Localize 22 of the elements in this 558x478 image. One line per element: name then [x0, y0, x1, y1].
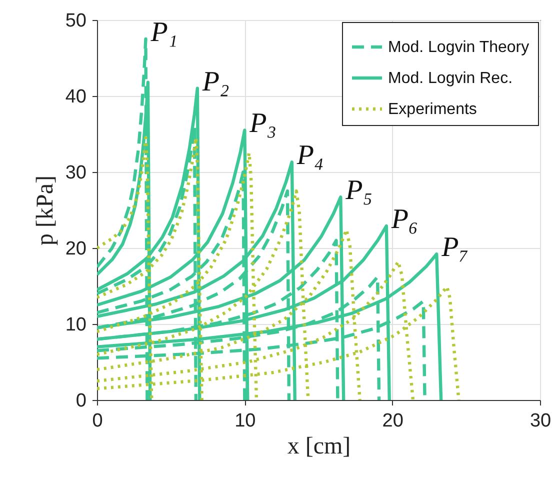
x-tick-label: 20 — [382, 410, 404, 432]
y-tick-label: 0 — [76, 390, 86, 412]
annotation: P₅ — [344, 175, 372, 206]
legend-label: Experiments — [388, 101, 477, 118]
y-axis-title: p [kPa] — [32, 176, 58, 246]
annotation: P₄ — [296, 140, 324, 172]
legend-label: Mod. Logvin Theory — [388, 39, 530, 56]
y-tick-label: 40 — [65, 86, 86, 108]
x-tick-label: 0 — [92, 410, 103, 432]
annotation: P₇ — [440, 232, 468, 264]
x-tick-label: 30 — [530, 410, 552, 432]
x-tick-label: 10 — [234, 410, 256, 432]
y-tick-label: 30 — [65, 162, 86, 184]
y-tick-label: 50 — [65, 10, 86, 32]
x-axis-title: x [cm] — [287, 434, 351, 460]
annotation: P₆ — [390, 204, 418, 235]
annotation: P₁ — [150, 17, 178, 48]
y-tick-label: 10 — [65, 314, 86, 336]
y-tick-label: 20 — [65, 238, 86, 260]
annotation: P₂ — [201, 66, 230, 98]
annotation: P₃ — [248, 108, 277, 140]
legend-label: Mod. Logvin Rec. — [388, 70, 513, 87]
